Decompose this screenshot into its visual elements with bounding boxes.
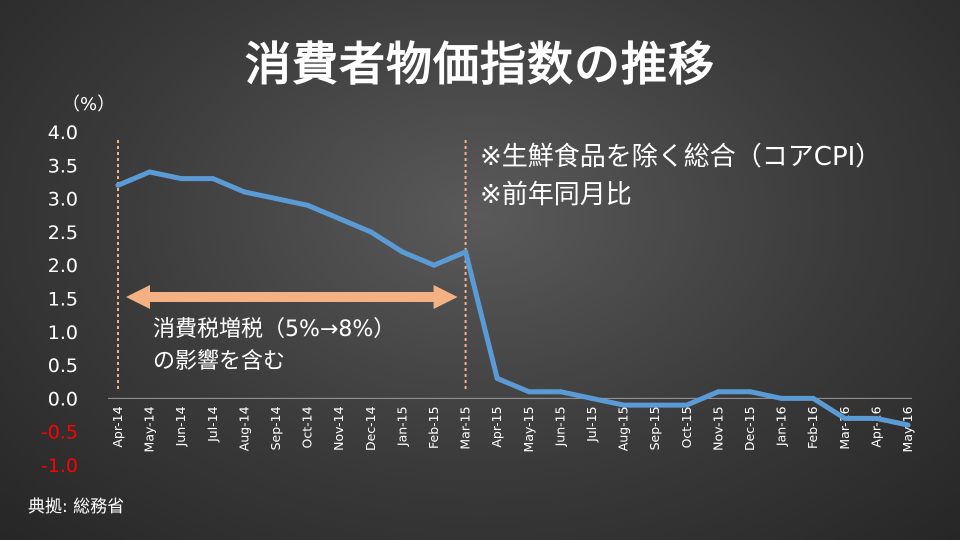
cpi-data-point: [178, 176, 184, 182]
x-tick-label: Feb-16: [805, 406, 820, 449]
cpi-data-point: [652, 402, 658, 408]
x-tick-label: Aug-14: [236, 406, 251, 451]
cpi-data-point: [526, 389, 532, 395]
note-core-cpi: ※生鮮食品を除く総合（コアCPI）: [480, 142, 882, 172]
y-tick-label: 3.5: [48, 155, 78, 177]
cpi-data-point: [241, 189, 247, 195]
x-tick-label: Aug-15: [616, 406, 631, 451]
source-label: 典拠: 総務省: [28, 497, 125, 517]
cpi-data-point: [115, 182, 121, 188]
cpi-data-point: [589, 395, 595, 401]
tax-annotation: 消費税増税（5%→8%） の影響を含む: [153, 314, 395, 378]
y-tick-label: 0.5: [48, 355, 78, 377]
y-tick-label: 3.0: [48, 189, 78, 211]
tax-arrow-shaft: [146, 292, 438, 302]
tax-arrow-head-left: [126, 285, 150, 309]
cpi-data-point: [463, 249, 469, 255]
cpi-data-point: [557, 389, 563, 395]
y-unit-label: （%）: [62, 94, 116, 115]
x-tick-label: Oct-15: [679, 406, 694, 448]
cpi-data-point: [747, 389, 753, 395]
x-tick-label: Jan-16: [774, 406, 789, 447]
x-tick-label: May-15: [521, 406, 536, 452]
cpi-data-point: [210, 176, 216, 182]
y-tick-label: 1.5: [48, 289, 78, 311]
cpi-data-point: [684, 402, 690, 408]
y-tick-label: -0.5: [41, 422, 78, 444]
y-tick-label: 2.5: [48, 222, 78, 244]
y-tick-label: -1.0: [41, 455, 78, 477]
x-tick-label: Sep-15: [647, 406, 662, 450]
y-tick-label: 4.0: [48, 122, 78, 144]
cpi-data-point: [305, 202, 311, 208]
y-tick-label: 2.0: [48, 255, 78, 277]
x-tick-label: Jun-15: [552, 406, 567, 447]
cpi-data-point: [842, 415, 848, 421]
x-tick-label: Jul-15: [584, 406, 599, 443]
x-tick-label: Apr-16: [868, 406, 883, 447]
x-tick-label: Jan-15: [394, 406, 409, 447]
cpi-data-point: [779, 395, 785, 401]
y-tick-label: 1.0: [48, 322, 78, 344]
cpi-data-point: [905, 422, 911, 428]
cpi-data-point: [621, 402, 627, 408]
x-tick-label: Dec-15: [742, 406, 757, 451]
tax-annotation-line-2: の影響を含む: [153, 349, 286, 374]
cpi-series-line: [115, 169, 911, 428]
x-tick-label: Apr-15: [489, 406, 504, 447]
tax-arrow-head-right: [433, 285, 458, 309]
x-tick-label: Sep-14: [268, 406, 283, 450]
cpi-data-point: [273, 196, 279, 202]
cpi-data-point: [431, 262, 437, 268]
cpi-data-point: [147, 169, 153, 175]
chart-title: 消費者物価指数の推移: [245, 37, 715, 91]
cpi-data-point: [715, 389, 721, 395]
y-tick-label: 0.0: [48, 388, 78, 410]
x-tick-label: Jun-14: [173, 406, 188, 447]
x-tick-label: May-14: [142, 406, 157, 452]
x-tick-label: Mar-15: [458, 406, 473, 449]
x-tick-label: Dec-14: [363, 406, 378, 451]
x-tick-label: Apr-14: [110, 406, 125, 447]
cpi-data-point: [873, 415, 879, 421]
note-yoy: ※前年同月比: [480, 180, 632, 210]
x-tick-label: Nov-14: [331, 406, 346, 451]
x-tick-label: Feb-15: [426, 406, 441, 449]
cpi-data-point: [399, 249, 405, 255]
x-tick-label: May-16: [900, 406, 915, 452]
tax-annotation-line-1: 消費税増税（5%→8%）: [153, 317, 396, 342]
x-tick-label: Jul-14: [205, 406, 220, 443]
cpi-data-point: [368, 229, 374, 235]
cpi-data-point: [810, 395, 816, 401]
cpi-data-point: [336, 216, 342, 222]
x-tick-label: Nov-15: [710, 406, 725, 450]
cpi-data-point: [494, 375, 500, 381]
x-tick-label: Oct-14: [300, 406, 315, 448]
